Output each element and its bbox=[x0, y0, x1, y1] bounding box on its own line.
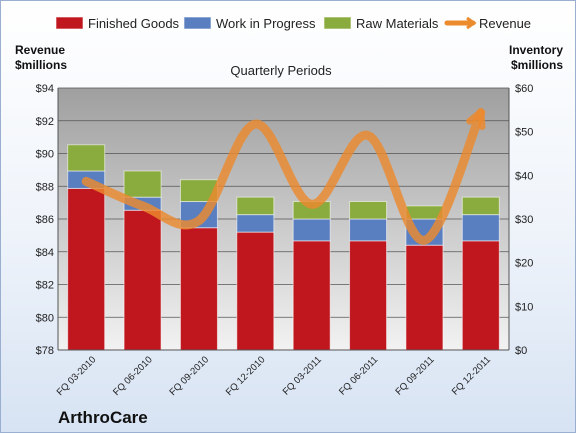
right-tick-label-4: $40 bbox=[515, 170, 533, 182]
left-tick-label-7: $92 bbox=[36, 116, 54, 128]
bar-raw-materials-0 bbox=[67, 144, 106, 172]
left-tick-label-2: $82 bbox=[36, 280, 54, 292]
x-tick-label-3: FQ 12-2010 bbox=[224, 354, 268, 398]
bar-work-in-progress-4 bbox=[292, 218, 331, 242]
x-tick-label-2: FQ 09-2010 bbox=[167, 354, 211, 398]
bar-finished-goods-1 bbox=[123, 209, 162, 351]
bar-finished-goods-4 bbox=[292, 240, 331, 351]
revenue-point-5 bbox=[368, 135, 369, 136]
x-tick-label-1: FQ 06-2010 bbox=[111, 354, 155, 398]
right-tick-label-3: $30 bbox=[515, 214, 533, 226]
bar-work-in-progress-5 bbox=[349, 218, 388, 242]
left-tick-label-0: $78 bbox=[36, 345, 54, 357]
right-axis-title-line2: $millions bbox=[511, 58, 563, 72]
brand-label: ArthroCare bbox=[58, 408, 148, 427]
right-tick-label-5: $50 bbox=[515, 127, 533, 139]
revenue-line bbox=[81, 108, 486, 245]
legend-swatch-raw-materials bbox=[323, 16, 352, 30]
left-tick-label-3: $84 bbox=[36, 247, 54, 259]
revenue-point-1 bbox=[142, 205, 143, 206]
chart-title: Quarterly Periods bbox=[230, 63, 332, 78]
x-tick-label-7: FQ 12-2011 bbox=[450, 354, 493, 397]
revenue-point-0 bbox=[86, 181, 87, 182]
left-tick-label-5: $88 bbox=[36, 181, 54, 193]
bar-finished-goods-3 bbox=[236, 231, 275, 351]
left-axis-title-line2: $millions bbox=[15, 58, 67, 72]
bar-work-in-progress-7 bbox=[461, 214, 500, 242]
legend-swatch-finished-goods bbox=[55, 16, 84, 30]
revenue-point-2 bbox=[198, 220, 199, 221]
bar-finished-goods-5 bbox=[349, 240, 388, 351]
left-tick-label-8: $94 bbox=[36, 83, 54, 95]
legend-arrow-revenue bbox=[466, 16, 477, 30]
bar-finished-goods-0 bbox=[67, 187, 106, 351]
left-tick-label-4: $86 bbox=[36, 214, 54, 226]
left-tick-label-1: $80 bbox=[36, 312, 54, 324]
bar-raw-materials-7 bbox=[461, 196, 500, 216]
revenue-point-6 bbox=[424, 240, 425, 241]
legend-label-raw-materials: Raw Materials bbox=[356, 16, 439, 31]
revenue-point-3 bbox=[255, 124, 256, 125]
legend-label-work-in-progress: Work in Progress bbox=[216, 16, 316, 31]
bar-raw-materials-1 bbox=[123, 170, 162, 198]
x-tick-label-4: FQ 03-2011 bbox=[281, 354, 324, 397]
x-tick-label-5: FQ 06-2011 bbox=[337, 354, 380, 397]
right-tick-label-0: $0 bbox=[515, 345, 527, 357]
right-tick-label-1: $10 bbox=[515, 301, 533, 313]
legend-label-revenue: Revenue bbox=[479, 16, 531, 31]
revenue-arrowhead bbox=[466, 109, 486, 131]
bar-finished-goods-2 bbox=[179, 227, 218, 351]
legend-swatch-work-in-progress bbox=[183, 16, 212, 30]
bar-finished-goods-6 bbox=[405, 244, 444, 351]
bar-raw-materials-3 bbox=[236, 196, 275, 216]
revenue-point-4 bbox=[311, 204, 312, 205]
right-tick-label-2: $20 bbox=[515, 258, 533, 270]
revenue-line-layer bbox=[81, 108, 486, 245]
bar-finished-goods-7 bbox=[461, 240, 500, 351]
bars-layer bbox=[67, 144, 500, 351]
x-tick-label-6: FQ 09-2011 bbox=[393, 354, 436, 397]
legend-label-finished-goods: Finished Goods bbox=[88, 16, 180, 31]
x-tick-label-0: FQ 03-2010 bbox=[55, 354, 99, 398]
left-tick-label-6: $90 bbox=[36, 149, 54, 161]
left-axis-title-line1: Revenue bbox=[15, 43, 65, 57]
right-axis-title-line1: Inventory bbox=[509, 43, 563, 57]
bar-work-in-progress-3 bbox=[236, 214, 275, 233]
legend: Finished Goods Work in Progress Raw Materi… bbox=[55, 16, 531, 31]
right-tick-label-6: $60 bbox=[515, 83, 533, 95]
bar-raw-materials-5 bbox=[349, 201, 388, 220]
